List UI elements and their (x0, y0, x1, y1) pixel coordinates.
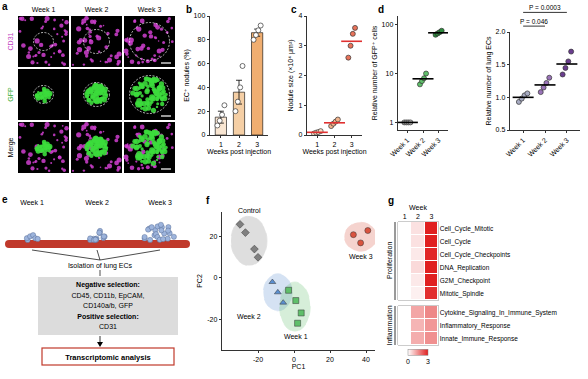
svg-text:Merge: Merge (7, 137, 15, 157)
svg-text:f: f (206, 195, 210, 206)
svg-text:1.5: 1.5 (496, 61, 506, 68)
svg-text:20: 20 (326, 356, 334, 363)
svg-text:4: 4 (298, 12, 302, 19)
svg-text:Isolation of lung ECs: Isolation of lung ECs (68, 262, 133, 270)
svg-text:2: 2 (298, 72, 302, 79)
svg-text:0: 0 (292, 356, 296, 363)
svg-text:b: b (186, 4, 192, 15)
svg-text:Cytokine_Signaling_In_Immune_S: Cytokine_Signaling_In_Immune_System (440, 309, 557, 317)
svg-text:Week 3: Week 3 (138, 6, 162, 13)
svg-text:2.0: 2.0 (496, 28, 506, 35)
svg-text:CD45, CD11b, EpCAM,: CD45, CD11b, EpCAM, (71, 292, 144, 300)
svg-text:G2M_Checkpoint: G2M_Checkpoint (440, 277, 490, 285)
svg-text:0: 0 (406, 358, 410, 365)
svg-text:Week 3: Week 3 (349, 253, 373, 260)
svg-text:CD31: CD31 (99, 323, 117, 330)
svg-text:PC2: PC2 (196, 274, 203, 288)
svg-text:Relative number of lung ECs: Relative number of lung ECs (485, 36, 493, 126)
svg-text:Week 1: Week 1 (284, 333, 308, 340)
svg-text:Weeks post injection: Weeks post injection (207, 148, 271, 156)
svg-text:20: 20 (198, 108, 206, 115)
svg-text:Week 2: Week 2 (527, 136, 549, 158)
svg-text:1: 1 (219, 141, 223, 148)
svg-text:Innate_Immune_Response: Innate_Immune_Response (440, 335, 518, 343)
svg-text:1: 1 (315, 141, 319, 148)
svg-text:e: e (2, 194, 8, 205)
svg-text:60: 60 (198, 60, 206, 67)
svg-text:g: g (388, 195, 394, 206)
svg-text:Week 1: Week 1 (389, 136, 411, 158)
svg-text:0: 0 (213, 274, 217, 281)
svg-text:40: 40 (362, 356, 370, 363)
svg-text:Week 2: Week 2 (85, 199, 109, 206)
svg-text:3: 3 (298, 42, 302, 49)
svg-text:0.5: 0.5 (496, 126, 506, 133)
svg-text:0: 0 (298, 131, 302, 138)
svg-text:Cell_Cycle_Mitotic: Cell_Cycle_Mitotic (440, 225, 494, 233)
svg-text:PC1: PC1 (292, 363, 306, 370)
svg-text:DNA_Replication: DNA_Replication (440, 264, 490, 272)
svg-text:c: c (291, 4, 297, 15)
svg-text:GFP: GFP (7, 87, 14, 102)
svg-text:Week 3: Week 3 (420, 136, 442, 158)
svg-text:EC⁺ nodules (%): EC⁺ nodules (%) (183, 49, 191, 102)
svg-text:-20: -20 (253, 356, 263, 363)
svg-text:Positive selection:: Positive selection: (77, 313, 138, 320)
svg-text:100: 100 (194, 12, 206, 19)
svg-text:2: 2 (237, 141, 241, 148)
svg-text:Week 1: Week 1 (20, 199, 44, 206)
svg-text:0: 0 (201, 131, 205, 138)
svg-text:P = 0.046: P = 0.046 (520, 18, 548, 25)
svg-text:Week 3: Week 3 (148, 199, 172, 206)
svg-text:CD31: CD31 (7, 32, 14, 50)
svg-text:Week 2: Week 2 (405, 136, 427, 158)
svg-text:40: 40 (198, 84, 206, 91)
svg-text:Cell_Cycle_Checkpoints: Cell_Cycle_Checkpoints (440, 251, 511, 259)
svg-text:Control: Control (238, 207, 261, 214)
svg-text:10: 10 (386, 70, 394, 77)
svg-text:3: 3 (429, 213, 433, 220)
svg-text:Week 1: Week 1 (505, 136, 527, 158)
svg-text:CD140a/b, GFP: CD140a/b, GFP (83, 302, 133, 309)
svg-text:d: d (378, 4, 384, 15)
svg-text:Inflammatory_Response: Inflammatory_Response (440, 322, 511, 330)
svg-text:Negative selection:: Negative selection: (76, 281, 140, 289)
svg-text:Inflammation: Inflammation (386, 305, 393, 345)
svg-text:Relative number of GFP⁺ cells: Relative number of GFP⁺ cells (371, 25, 378, 120)
svg-text:3: 3 (350, 141, 354, 148)
svg-text:Week 2: Week 2 (237, 313, 261, 320)
svg-text:2: 2 (333, 141, 337, 148)
svg-text:3: 3 (255, 141, 259, 148)
svg-text:Weeks post injection: Weeks post injection (302, 148, 366, 156)
svg-text:Proliferation: Proliferation (386, 242, 393, 279)
svg-text:1: 1 (389, 119, 393, 126)
svg-text:a: a (2, 1, 8, 12)
svg-text:1: 1 (298, 102, 302, 109)
svg-text:Transcriptomic analysis: Transcriptomic analysis (65, 353, 150, 362)
svg-text:Week 1: Week 1 (32, 6, 56, 13)
svg-text:100: 100 (382, 21, 394, 28)
svg-text:-20: -20 (207, 316, 217, 323)
svg-text:1.0: 1.0 (496, 94, 506, 101)
svg-text:Nodule size (×10⁴ μm²): Nodule size (×10⁴ μm²) (287, 39, 295, 111)
svg-text:80: 80 (198, 36, 206, 43)
svg-text:1: 1 (403, 213, 407, 220)
svg-text:Week: Week (409, 204, 427, 211)
svg-text:Week 3: Week 3 (548, 136, 570, 158)
svg-text:Cell_Cycle: Cell_Cycle (440, 238, 471, 246)
svg-text:P = 0.0003: P = 0.0003 (529, 4, 561, 11)
svg-text:Week 2: Week 2 (85, 6, 109, 13)
svg-text:3: 3 (426, 358, 430, 365)
svg-text:2: 2 (416, 213, 420, 220)
svg-text:Mitotic_Spindle: Mitotic_Spindle (440, 290, 484, 298)
svg-text:20: 20 (210, 233, 218, 240)
